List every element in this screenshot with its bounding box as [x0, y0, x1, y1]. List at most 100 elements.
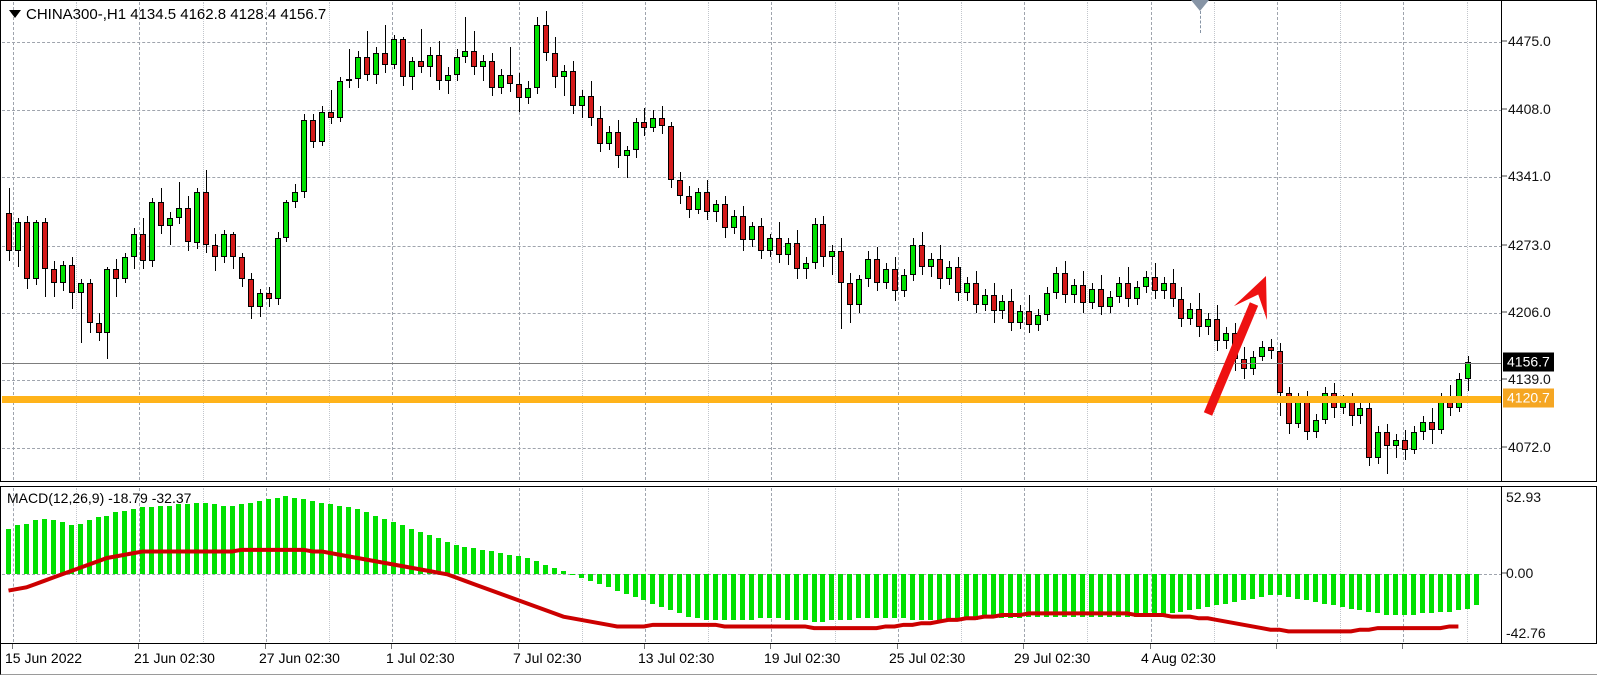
- candle-body[interactable]: [399, 39, 406, 78]
- candle-body[interactable]: [1071, 284, 1078, 295]
- candle-body[interactable]: [337, 81, 344, 118]
- candle-body[interactable]: [713, 204, 720, 213]
- candle-body[interactable]: [632, 121, 639, 150]
- candle-body[interactable]: [963, 282, 970, 293]
- candle-body[interactable]: [346, 79, 353, 82]
- candle-body[interactable]: [328, 111, 335, 118]
- candle-body[interactable]: [50, 268, 57, 283]
- candle-body[interactable]: [543, 25, 549, 54]
- candle-body[interactable]: [86, 282, 93, 323]
- candle-body[interactable]: [1294, 399, 1301, 424]
- candle-body[interactable]: [730, 216, 737, 229]
- candle-body[interactable]: [319, 111, 326, 142]
- candle-body[interactable]: [507, 75, 514, 84]
- candle-body[interactable]: [874, 258, 881, 283]
- candle-body[interactable]: [972, 282, 979, 305]
- candle-body[interactable]: [1035, 314, 1042, 326]
- candle-body[interactable]: [256, 292, 263, 307]
- candle-body[interactable]: [999, 300, 1006, 311]
- price-axis[interactable]: 4475.0 4408.0 4341.0 4273.0 4206.0 4139.0 4072…: [1501, 1, 1596, 481]
- candle-body[interactable]: [1053, 272, 1060, 293]
- candle-body[interactable]: [131, 234, 138, 257]
- candle-body[interactable]: [1232, 333, 1239, 360]
- candle-body[interactable]: [1312, 419, 1319, 432]
- candle-body[interactable]: [883, 268, 890, 283]
- candle-body[interactable]: [856, 278, 863, 305]
- candle-body[interactable]: [417, 61, 424, 68]
- candle-body[interactable]: [668, 125, 675, 181]
- candle-body[interactable]: [605, 131, 612, 144]
- candle-body[interactable]: [1285, 393, 1292, 424]
- candle-body[interactable]: [1267, 347, 1274, 352]
- price-plot-area[interactable]: [2, 2, 1502, 480]
- candle-body[interactable]: [283, 202, 290, 239]
- candle-body[interactable]: [1366, 407, 1373, 458]
- candle-body[interactable]: [1142, 276, 1149, 287]
- candle-body[interactable]: [927, 258, 934, 267]
- candle-body[interactable]: [748, 226, 755, 241]
- candle-body[interactable]: [220, 234, 227, 257]
- candle-body[interactable]: [489, 61, 496, 88]
- candle-body[interactable]: [238, 256, 245, 279]
- candle-body[interactable]: [811, 224, 818, 263]
- candle-body[interactable]: [462, 51, 469, 58]
- candle-body[interactable]: [149, 202, 156, 261]
- candle-body[interactable]: [59, 264, 66, 283]
- candle-body[interactable]: [560, 71, 567, 78]
- candle-body[interactable]: [820, 224, 827, 257]
- period-separator-triangle-icon[interactable]: [1191, 0, 1209, 11]
- candle-body[interactable]: [265, 292, 272, 299]
- candle-body[interactable]: [444, 75, 451, 82]
- candle-body[interactable]: [202, 192, 209, 245]
- candle-body[interactable]: [1241, 359, 1248, 370]
- candle-body[interactable]: [1106, 296, 1113, 307]
- candle-body[interactable]: [355, 57, 362, 80]
- candle-body[interactable]: [1169, 282, 1176, 299]
- candle-body[interactable]: [829, 250, 836, 257]
- candle-body[interactable]: [6, 213, 12, 251]
- candle-body[interactable]: [990, 294, 997, 311]
- candle-body[interactable]: [954, 266, 961, 293]
- candle-body[interactable]: [1455, 379, 1462, 408]
- candle-body[interactable]: [596, 117, 603, 144]
- candle-body[interactable]: [23, 222, 30, 279]
- candle-body[interactable]: [193, 192, 200, 243]
- candle-body[interactable]: [1017, 310, 1024, 323]
- candle-body[interactable]: [981, 294, 988, 305]
- candle-body[interactable]: [1276, 351, 1283, 394]
- candle-body[interactable]: [686, 196, 693, 211]
- candle-body[interactable]: [1097, 288, 1104, 307]
- candle-body[interactable]: [14, 222, 21, 251]
- candle-body[interactable]: [77, 282, 84, 293]
- candle-body[interactable]: [650, 117, 657, 128]
- candle-body[interactable]: [104, 268, 111, 334]
- candle-body[interactable]: [847, 282, 854, 305]
- candle-body[interactable]: [1402, 439, 1409, 450]
- candle-body[interactable]: [865, 258, 872, 279]
- macd-plot-area[interactable]: [2, 488, 1502, 642]
- candle-body[interactable]: [122, 256, 129, 279]
- candle-body[interactable]: [408, 61, 415, 78]
- macd-axis[interactable]: 52.93 0.00 -42.76: [1501, 487, 1596, 643]
- candle-body[interactable]: [1357, 407, 1364, 416]
- candle-body[interactable]: [1438, 399, 1444, 430]
- candle-body[interactable]: [802, 262, 809, 269]
- candle-body[interactable]: [614, 131, 621, 156]
- macd-pane[interactable]: 52.93 0.00 -42.76 MACD(12,26,9) -18.79 -32…: [0, 486, 1597, 644]
- candle-body[interactable]: [704, 192, 711, 213]
- candle-body[interactable]: [274, 238, 281, 299]
- candle-body[interactable]: [1420, 421, 1427, 432]
- candle-body[interactable]: [1178, 298, 1185, 319]
- candle-body[interactable]: [1393, 439, 1400, 446]
- candle-body[interactable]: [381, 53, 388, 66]
- candle-body[interactable]: [453, 57, 460, 76]
- candle-body[interactable]: [435, 55, 442, 82]
- candle-body[interactable]: [722, 204, 728, 229]
- candle-body[interactable]: [471, 51, 478, 68]
- candle-body[interactable]: [1062, 272, 1069, 295]
- candle-body[interactable]: [158, 202, 165, 227]
- candle-body[interactable]: [766, 238, 773, 251]
- candle-body[interactable]: [41, 222, 48, 269]
- price-pane[interactable]: 4475.0 4408.0 4341.0 4273.0 4206.0 4139.0 4072…: [0, 0, 1597, 482]
- candle-body[interactable]: [525, 87, 532, 98]
